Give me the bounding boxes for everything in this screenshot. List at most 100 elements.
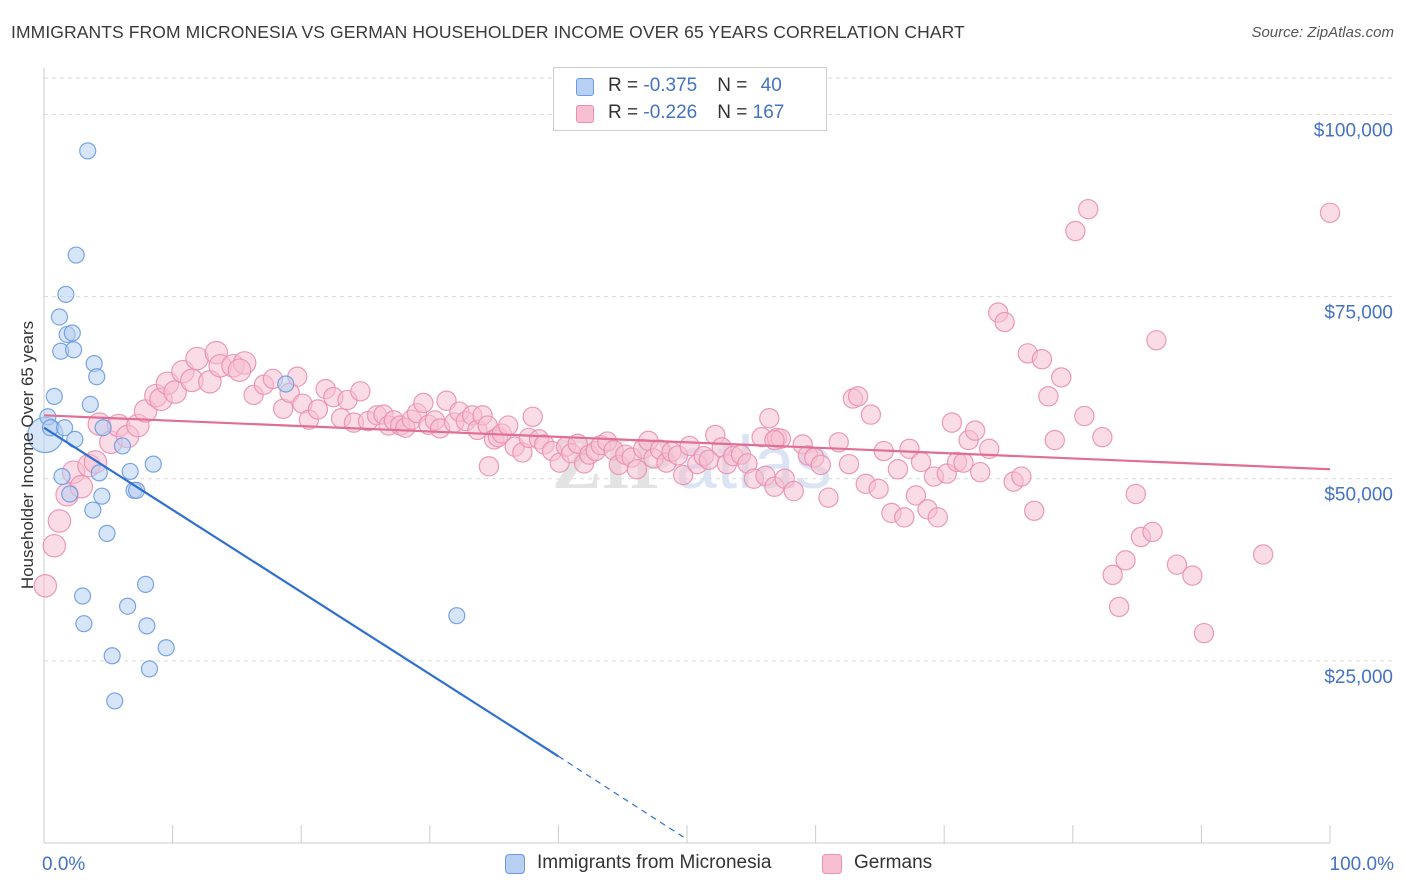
- micronesia-point: [67, 246, 85, 264]
- stats-legend: R = -0.375 N = 40 R = -0.226 N = 167: [553, 67, 827, 131]
- germans-point: [828, 432, 849, 453]
- axes: [43, 68, 1331, 844]
- germans-point: [964, 420, 986, 441]
- germans-point: [887, 459, 909, 480]
- germans-point: [1065, 220, 1086, 242]
- germans-point: [847, 386, 869, 407]
- germans-point: [522, 406, 543, 427]
- micronesia-point: [277, 375, 295, 393]
- germans-point: [1031, 349, 1053, 370]
- legend-swatch-blue: [576, 78, 594, 96]
- germans-point: [1193, 622, 1215, 644]
- x-tick-label-end: 100.0%: [1330, 854, 1395, 875]
- micronesia-point: [45, 387, 63, 405]
- micronesia-point: [94, 419, 112, 437]
- trend-lines: [43, 414, 1331, 840]
- y-tick-label: $75,000: [1324, 303, 1393, 324]
- germans-point: [1074, 405, 1095, 427]
- micronesia-point: [53, 467, 71, 486]
- germans-point: [1024, 500, 1045, 521]
- germans-point: [1092, 426, 1113, 448]
- x-tick-label-start: 0.0%: [42, 854, 85, 875]
- germans-point: [1142, 521, 1163, 543]
- y-axis-label: Householder Income Over 65 years: [18, 320, 37, 590]
- micronesia-point: [118, 597, 137, 615]
- micronesia-point: [64, 341, 83, 359]
- germans-point: [810, 454, 831, 476]
- micronesia-point: [136, 575, 155, 593]
- micronesia-point: [73, 587, 92, 605]
- germans-point: [307, 399, 329, 420]
- germans-point: [941, 412, 963, 433]
- germans-point: [672, 464, 694, 486]
- germans-point: [979, 438, 1000, 460]
- bottom-legend-swatch-blue: [505, 854, 525, 874]
- germans-point: [1125, 483, 1147, 505]
- micronesia-point: [93, 487, 111, 505]
- germans-point: [163, 380, 187, 404]
- germans-trend-line: [43, 414, 1331, 471]
- micronesia-point: [90, 464, 108, 482]
- y-tick-label: $50,000: [1324, 485, 1393, 506]
- germans-point: [1146, 330, 1167, 351]
- chart-title: IMMIGRANTS FROM MICRONESIA VS GERMAN HOU…: [11, 22, 965, 42]
- germans-point: [818, 487, 839, 508]
- germans-point: [1044, 429, 1065, 451]
- bottom-legend-label: Immigrants from Micronesia: [537, 852, 772, 873]
- micronesia-point: [98, 524, 116, 542]
- germans-point: [42, 533, 67, 558]
- micronesia-point: [84, 501, 102, 519]
- micronesia-point: [57, 285, 75, 303]
- bottom-legend-label: Germans: [854, 852, 933, 873]
- germans-point: [498, 415, 519, 436]
- germans-point: [1108, 596, 1130, 618]
- germans-point: [868, 478, 889, 500]
- germans-point: [1038, 386, 1059, 407]
- tick-labels: $25,000 $50,000 $75,000 $100,000 0.0% 100.0%: [42, 120, 1394, 875]
- micronesia-point: [79, 142, 97, 160]
- germans-point: [1182, 565, 1203, 586]
- micronesia-point: [140, 660, 159, 678]
- y-tick-label: $100,000: [1314, 120, 1393, 141]
- germans-point: [894, 507, 915, 528]
- germans-point: [1319, 202, 1341, 223]
- germans-point: [1252, 544, 1274, 565]
- micronesia-point: [121, 462, 139, 481]
- micronesia-point: [61, 485, 79, 503]
- germans-point: [905, 485, 927, 506]
- micronesia-point: [127, 481, 146, 499]
- germans-point: [860, 404, 882, 425]
- legend-text: R = -0.226 N = 167: [608, 102, 785, 123]
- micronesia-point: [144, 455, 162, 473]
- micronesia-point: [63, 324, 81, 342]
- micronesia-point: [138, 617, 156, 635]
- legend-text: R = -0.375 N = 40: [608, 75, 782, 96]
- germans-point: [478, 456, 500, 477]
- micronesia-point: [113, 437, 132, 455]
- germans-point: [838, 453, 860, 475]
- germans-point: [1051, 367, 1072, 388]
- micronesia-points: [27, 142, 466, 710]
- micronesia-point: [75, 615, 93, 633]
- germans-point: [626, 459, 648, 480]
- germans-point: [970, 461, 991, 483]
- micronesia-point: [81, 395, 99, 413]
- germans-point: [1166, 554, 1188, 575]
- germans-point: [1011, 466, 1032, 487]
- micronesia-point: [103, 647, 121, 665]
- germans-point: [759, 408, 780, 429]
- micronesia-point: [55, 419, 74, 437]
- micronesia-point: [88, 368, 106, 386]
- germans-point: [47, 509, 72, 533]
- micronesia-trend-extension: [558, 755, 688, 840]
- germans-point: [783, 480, 804, 502]
- germans-point: [33, 574, 58, 598]
- micronesia-point: [50, 308, 69, 326]
- y-tick-label: $25,000: [1324, 667, 1393, 688]
- micronesia-point: [448, 607, 466, 625]
- germans-point: [994, 311, 1015, 333]
- bottom-legend-swatch-pink: [822, 854, 842, 874]
- source-label: Source: ZipAtlas.com: [1251, 24, 1394, 41]
- germans-point: [953, 452, 974, 473]
